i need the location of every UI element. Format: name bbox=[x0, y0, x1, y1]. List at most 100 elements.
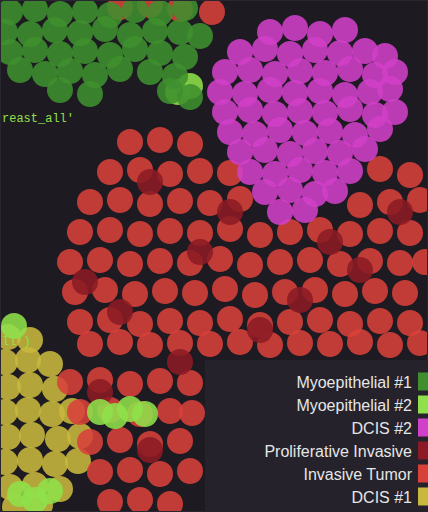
point bbox=[92, 16, 118, 42]
background bbox=[0, 0, 428, 512]
point bbox=[132, 401, 158, 427]
point bbox=[177, 131, 203, 157]
point bbox=[97, 159, 123, 185]
plot-frame bbox=[1, 1, 428, 512]
point bbox=[247, 222, 273, 248]
point bbox=[122, 0, 148, 23]
point bbox=[77, 189, 103, 215]
series-points bbox=[57, 0, 428, 512]
point bbox=[107, 56, 133, 82]
point bbox=[377, 76, 403, 102]
point bbox=[212, 276, 238, 302]
point bbox=[387, 250, 413, 276]
point bbox=[257, 77, 283, 103]
point bbox=[367, 308, 393, 334]
point bbox=[317, 229, 343, 255]
point bbox=[187, 239, 213, 265]
point bbox=[17, 447, 43, 473]
legend-label: Proliferative Invasive bbox=[264, 443, 412, 460]
point bbox=[137, 437, 163, 463]
point bbox=[77, 331, 103, 357]
point bbox=[332, 281, 358, 307]
point bbox=[167, 428, 193, 454]
series-points bbox=[207, 15, 408, 225]
point bbox=[347, 192, 373, 218]
legend-swatch bbox=[418, 465, 428, 483]
point bbox=[107, 427, 133, 453]
point bbox=[77, 81, 103, 107]
legend-box bbox=[205, 360, 428, 512]
point bbox=[147, 368, 173, 394]
legend-swatch bbox=[418, 373, 428, 391]
annotation: reast_all' bbox=[2, 112, 74, 126]
point bbox=[347, 257, 373, 283]
point bbox=[157, 491, 183, 512]
point bbox=[42, 451, 68, 477]
point bbox=[287, 58, 313, 84]
legend-label: Invasive Tumor bbox=[304, 466, 413, 483]
point bbox=[337, 56, 363, 82]
point bbox=[172, 0, 198, 21]
point bbox=[322, 178, 348, 204]
legend-swatch bbox=[418, 488, 428, 506]
legend-swatch bbox=[418, 442, 428, 460]
point bbox=[22, 0, 48, 22]
point bbox=[19, 422, 45, 448]
point bbox=[177, 84, 203, 110]
point bbox=[127, 487, 153, 512]
point bbox=[407, 330, 428, 356]
point bbox=[117, 457, 143, 483]
point bbox=[77, 429, 103, 455]
point bbox=[117, 129, 143, 155]
point bbox=[177, 458, 203, 484]
series-points bbox=[0, 0, 213, 110]
point bbox=[97, 217, 123, 243]
point bbox=[337, 96, 363, 122]
point bbox=[142, 18, 168, 44]
point bbox=[237, 57, 263, 83]
plot-area bbox=[0, 0, 428, 512]
point bbox=[252, 36, 278, 62]
point bbox=[147, 248, 173, 274]
point bbox=[179, 400, 205, 426]
point bbox=[107, 329, 133, 355]
point bbox=[97, 489, 123, 512]
point bbox=[152, 278, 178, 304]
point bbox=[252, 137, 278, 163]
point bbox=[287, 98, 313, 124]
point bbox=[217, 199, 243, 225]
point bbox=[242, 282, 268, 308]
series-points bbox=[1, 73, 203, 512]
point bbox=[72, 269, 98, 295]
point bbox=[217, 306, 243, 332]
point bbox=[157, 218, 183, 244]
point bbox=[7, 57, 33, 83]
point bbox=[187, 23, 213, 49]
legend-label: DCIS #2 bbox=[352, 420, 413, 437]
point bbox=[187, 158, 213, 184]
point bbox=[332, 17, 358, 43]
point bbox=[57, 369, 83, 395]
point bbox=[17, 372, 43, 398]
point bbox=[412, 249, 428, 275]
point bbox=[37, 351, 63, 377]
point bbox=[117, 251, 143, 277]
point bbox=[45, 426, 71, 452]
point bbox=[352, 136, 378, 162]
point bbox=[42, 17, 68, 43]
point bbox=[87, 459, 113, 485]
series-points bbox=[0, 324, 93, 512]
point bbox=[367, 218, 393, 244]
point bbox=[87, 247, 113, 273]
point bbox=[0, 424, 21, 450]
point bbox=[282, 15, 308, 41]
point bbox=[67, 219, 93, 245]
point bbox=[377, 332, 403, 358]
point bbox=[237, 252, 263, 278]
legend-label: Myoepithelial #2 bbox=[296, 397, 412, 414]
point bbox=[392, 280, 418, 306]
chart: reast_all'll')Myoepithelial #1Myoepithel… bbox=[0, 0, 428, 512]
point bbox=[397, 162, 423, 188]
point bbox=[197, 331, 223, 357]
point bbox=[307, 78, 333, 104]
